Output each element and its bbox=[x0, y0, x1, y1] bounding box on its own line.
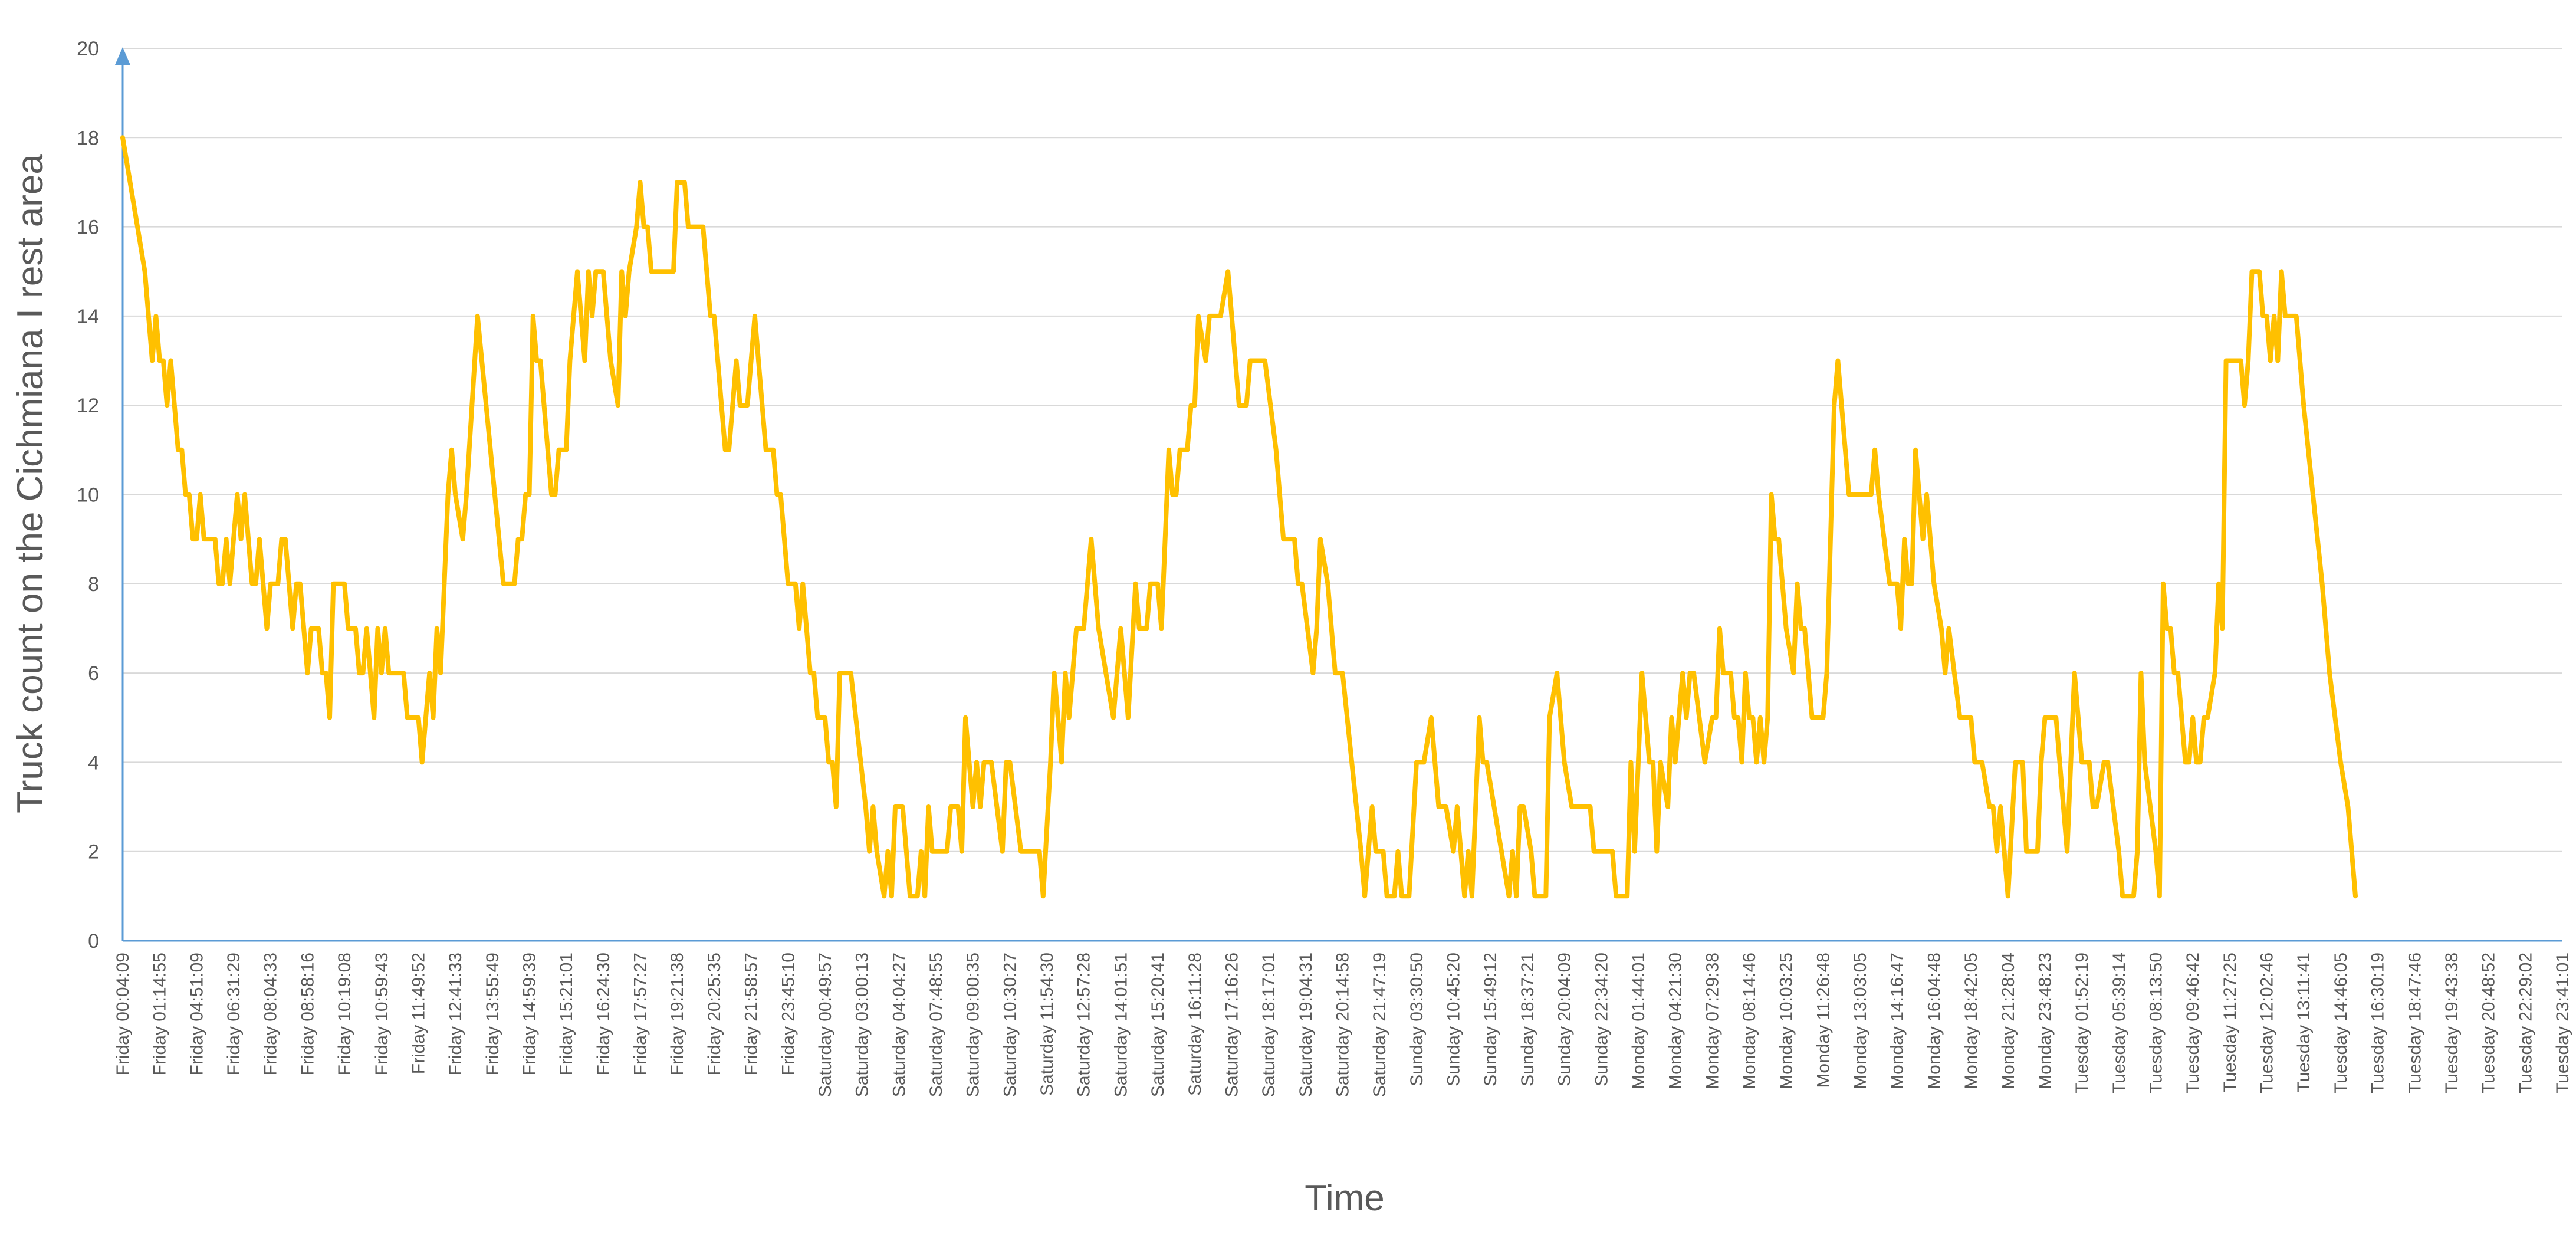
x-tick-label: Monday 21:28:04 bbox=[1999, 953, 2018, 1089]
x-tick-label: Monday 14:16:47 bbox=[1888, 953, 1907, 1089]
x-tick-label: Saturday 04:04:27 bbox=[889, 953, 909, 1097]
x-tick-label: Monday 16:04:48 bbox=[1924, 953, 1944, 1089]
x-tick-label: Tuesday 22:29:02 bbox=[2516, 953, 2535, 1093]
x-tick-label: Monday 11:26:48 bbox=[1813, 953, 1833, 1088]
x-tick-label: Tuesday 11:27:25 bbox=[2220, 953, 2240, 1092]
x-tick-label: Friday 11:49:52 bbox=[409, 953, 428, 1074]
x-tick-label: Saturday 09:00:35 bbox=[964, 953, 983, 1097]
y-tick-label: 16 bbox=[77, 216, 99, 239]
x-tick-label: Monday 08:14:46 bbox=[1740, 953, 1759, 1089]
x-tick-label: Tuesday 12:02:46 bbox=[2258, 953, 2277, 1093]
y-tick-label: 6 bbox=[88, 662, 99, 685]
x-tick-label: Saturday 03:00:13 bbox=[853, 953, 872, 1097]
x-tick-label: Friday 01:14:55 bbox=[150, 953, 170, 1075]
x-tick-label: Friday 23:45:10 bbox=[778, 953, 798, 1075]
x-tick-label: Sunday 15:49:12 bbox=[1481, 953, 1500, 1086]
x-tick-label: Friday 06:31:29 bbox=[224, 953, 244, 1075]
x-tick-label: Tuesday 20:48:52 bbox=[2479, 953, 2499, 1093]
x-tick-label: Saturday 21:47:19 bbox=[1370, 953, 1389, 1097]
x-tick-label: Monday 18:42:05 bbox=[1961, 953, 1981, 1089]
x-tick-label: Tuesday 08:13:50 bbox=[2147, 953, 2166, 1093]
y-tick-label: 2 bbox=[88, 841, 99, 863]
x-tick-label: Tuesday 18:47:46 bbox=[2405, 953, 2424, 1093]
y-tick-label: 4 bbox=[88, 751, 99, 774]
y-tick-label: 20 bbox=[77, 38, 99, 60]
y-tick-label: 10 bbox=[77, 484, 99, 507]
x-tick-label: Friday 14:59:39 bbox=[520, 953, 540, 1075]
x-tick-label: Sunday 20:04:09 bbox=[1555, 953, 1575, 1086]
x-tick-label: Monday 07:29:38 bbox=[1703, 953, 1722, 1089]
x-tick-label: Tuesday 09:46:42 bbox=[2183, 953, 2203, 1093]
x-tick-label: Friday 08:58:16 bbox=[298, 953, 317, 1075]
x-tick-label: Sunday 03:30:50 bbox=[1407, 953, 1427, 1086]
y-tick-label: 14 bbox=[77, 306, 99, 328]
x-tick-label: Monday 01:44:01 bbox=[1629, 953, 1648, 1089]
y-tick-label: 8 bbox=[88, 573, 99, 596]
x-tick-label: Saturday 00:49:57 bbox=[816, 953, 835, 1097]
x-tick-label: Friday 10:59:43 bbox=[372, 953, 392, 1075]
x-axis-label: Time bbox=[1305, 1178, 1384, 1219]
y-tick-label: 0 bbox=[88, 930, 99, 953]
x-tick-label: Monday 13:03:05 bbox=[1851, 953, 1870, 1089]
x-tick-label: Tuesday 13:11:41 bbox=[2294, 953, 2314, 1092]
x-tick-label: Friday 21:58:57 bbox=[742, 953, 761, 1075]
x-axis-ticks: Friday 00:04:09 Friday 01:14:55 Friday 04:… bbox=[113, 953, 2572, 1097]
x-tick-label: Saturday 16:11:28 bbox=[1185, 953, 1205, 1096]
x-tick-label: Sunday 10:45:20 bbox=[1444, 953, 1464, 1086]
x-tick-label: Sunday 18:37:21 bbox=[1518, 953, 1537, 1086]
x-tick-label: Saturday 07:48:55 bbox=[926, 953, 946, 1097]
x-tick-label: Friday 08:04:33 bbox=[261, 953, 281, 1075]
x-tick-label: Friday 16:24:30 bbox=[594, 953, 613, 1075]
x-tick-label: Tuesday 23:41:01 bbox=[2553, 953, 2572, 1093]
x-tick-label: Saturday 10:30:27 bbox=[1000, 953, 1020, 1097]
x-tick-label: Tuesday 14:46:05 bbox=[2331, 953, 2351, 1093]
x-tick-label: Sunday 22:34:20 bbox=[1592, 953, 1611, 1086]
x-tick-label: Monday 10:03:25 bbox=[1777, 953, 1796, 1089]
x-tick-label: Friday 19:21:38 bbox=[668, 953, 687, 1075]
x-tick-label: Friday 00:04:09 bbox=[113, 953, 133, 1075]
x-tick-label: Saturday 12:57:28 bbox=[1075, 953, 1094, 1097]
x-tick-label: Monday 23:48:23 bbox=[2035, 953, 2055, 1089]
x-tick-label: Saturday 14:01:51 bbox=[1111, 953, 1131, 1097]
x-tick-label: Tuesday 16:30:19 bbox=[2368, 953, 2388, 1093]
x-tick-label: Friday 04:51:09 bbox=[187, 953, 206, 1075]
x-tick-label: Saturday 17:16:26 bbox=[1222, 953, 1241, 1097]
axes bbox=[115, 47, 2562, 942]
x-tick-label: Saturday 20:14:58 bbox=[1333, 953, 1353, 1097]
x-tick-label: Friday 10:19:08 bbox=[335, 953, 354, 1075]
x-tick-label: Saturday 11:54:30 bbox=[1037, 953, 1057, 1096]
x-tick-label: Saturday 15:20:41 bbox=[1148, 953, 1168, 1097]
series-line bbox=[120, 135, 2358, 899]
x-tick-label: Friday 20:25:35 bbox=[705, 953, 724, 1075]
x-tick-label: Friday 13:55:49 bbox=[483, 953, 502, 1075]
x-tick-label: Tuesday 01:52:19 bbox=[2072, 953, 2092, 1093]
y-axis-arrow-icon bbox=[115, 47, 130, 65]
x-tick-label: Tuesday 19:43:38 bbox=[2442, 953, 2462, 1093]
x-tick-label: Friday 17:57:27 bbox=[631, 953, 650, 1075]
x-tick-label: Friday 12:41:33 bbox=[446, 953, 465, 1075]
y-tick-label: 12 bbox=[77, 395, 99, 417]
x-tick-label: Saturday 19:04:31 bbox=[1296, 953, 1316, 1097]
x-tick-label: Saturday 18:17:01 bbox=[1259, 953, 1279, 1097]
x-tick-label: Tuesday 05:39:14 bbox=[2110, 953, 2129, 1093]
x-tick-label: Monday 04:21:30 bbox=[1666, 953, 1685, 1089]
y-tick-label: 18 bbox=[77, 127, 99, 149]
x-tick-label: Friday 15:21:01 bbox=[557, 953, 576, 1075]
y-axis-ticks: 0 2 4 6 8 10 12 14 16 18 20 bbox=[77, 38, 99, 953]
y-axis-label: Truck count on the Cichmiana I rest area bbox=[10, 154, 51, 813]
